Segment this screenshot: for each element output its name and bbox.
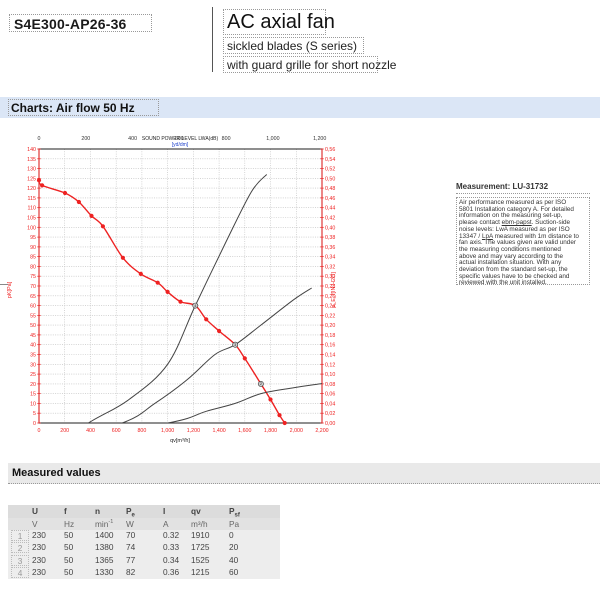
svg-text:1,600: 1,600: [238, 428, 251, 434]
svg-text:90: 90: [30, 245, 36, 251]
svg-text:35: 35: [30, 353, 36, 359]
svg-text:5: 5: [33, 411, 36, 417]
svg-text:2,200: 2,200: [315, 428, 328, 434]
svg-text:0,18: 0,18: [325, 333, 335, 339]
svg-text:0,34: 0,34: [325, 255, 335, 261]
svg-text:140: 140: [27, 147, 36, 153]
svg-text:0,44: 0,44: [325, 206, 335, 212]
svg-text:qv[m³/h]: qv[m³/h]: [170, 438, 190, 444]
svg-text:15: 15: [30, 392, 36, 398]
svg-text:0,12: 0,12: [325, 362, 335, 368]
svg-text:20: 20: [30, 382, 36, 388]
svg-text:40: 40: [30, 343, 36, 349]
svg-text:0,38: 0,38: [325, 235, 335, 241]
svg-text:1,200: 1,200: [187, 428, 200, 434]
svg-text:800: 800: [137, 428, 146, 434]
svg-text:50: 50: [30, 323, 36, 329]
svg-text:400: 400: [86, 428, 95, 434]
svg-text:1,200: 1,200: [313, 136, 326, 142]
svg-text:110: 110: [28, 206, 36, 212]
svg-text:0,50: 0,50: [325, 176, 335, 182]
svg-text:30: 30: [30, 362, 36, 368]
svg-text:0,00: 0,00: [325, 421, 335, 427]
svg-text:60: 60: [30, 304, 36, 310]
svg-text:0,40: 0,40: [325, 225, 335, 231]
svg-text:0,30: 0,30: [325, 274, 335, 280]
svg-text:800: 800: [222, 136, 231, 142]
svg-text:75: 75: [30, 274, 36, 280]
svg-text:400: 400: [128, 136, 137, 142]
svg-text:65: 65: [30, 294, 36, 300]
svg-text:0,48: 0,48: [325, 186, 335, 192]
svg-text:0,04: 0,04: [325, 401, 335, 407]
svg-text:0,22: 0,22: [325, 313, 335, 319]
svg-text:2: 2: [260, 382, 262, 386]
svg-text:0,46: 0,46: [325, 196, 335, 202]
svg-text:2,000: 2,000: [290, 428, 303, 434]
svg-text:0,20: 0,20: [325, 323, 335, 329]
svg-text:45: 45: [30, 333, 36, 339]
svg-text:4: 4: [194, 304, 196, 308]
svg-text:0,32: 0,32: [325, 264, 335, 270]
svg-text:80: 80: [30, 264, 36, 270]
svg-text:1,800: 1,800: [264, 428, 277, 434]
svg-text:0,54: 0,54: [325, 157, 335, 163]
svg-text:600: 600: [175, 136, 184, 142]
svg-text:0,52: 0,52: [325, 167, 335, 173]
svg-text:1,000: 1,000: [266, 136, 279, 142]
svg-text:10: 10: [30, 401, 36, 407]
svg-text:0,02: 0,02: [325, 411, 335, 417]
svg-text:115: 115: [28, 196, 36, 202]
svg-text:130: 130: [27, 167, 36, 173]
svg-text:55: 55: [30, 313, 36, 319]
svg-text:135: 135: [27, 157, 36, 163]
svg-text:120: 120: [27, 186, 36, 192]
svg-text:1,000: 1,000: [161, 428, 174, 434]
svg-text:0,10: 0,10: [325, 372, 335, 378]
svg-text:1,400: 1,400: [212, 428, 225, 434]
svg-text:0,14: 0,14: [325, 353, 335, 359]
svg-text:0,26: 0,26: [325, 294, 335, 300]
svg-text:0,08: 0,08: [325, 382, 335, 388]
svg-text:200: 200: [60, 428, 69, 434]
svg-text:200: 200: [81, 136, 90, 142]
svg-text:100: 100: [27, 225, 36, 231]
svg-text:0: 0: [38, 428, 41, 434]
svg-text:0,24: 0,24: [325, 304, 335, 310]
svg-text:0,56: 0,56: [325, 147, 335, 153]
svg-text:0,28: 0,28: [325, 284, 335, 290]
svg-text:85: 85: [30, 255, 36, 261]
svg-text:25: 25: [30, 372, 36, 378]
svg-text:3: 3: [234, 343, 236, 347]
svg-text:0: 0: [33, 421, 36, 427]
svg-text:125: 125: [27, 176, 36, 182]
svg-text:0,16: 0,16: [325, 343, 335, 349]
svg-text:0: 0: [38, 136, 41, 142]
svg-text:105: 105: [27, 216, 36, 222]
svg-text:0,42: 0,42: [325, 216, 335, 222]
svg-text:95: 95: [30, 235, 36, 241]
svg-text:0,06: 0,06: [325, 392, 335, 398]
svg-text:70: 70: [30, 284, 36, 290]
svg-text:pK[Pa]: pK[Pa]: [7, 281, 13, 298]
svg-text:600: 600: [112, 428, 121, 434]
svg-text:[yd/dm]: [yd/dm]: [172, 142, 189, 148]
svg-text:0,36: 0,36: [325, 245, 335, 251]
